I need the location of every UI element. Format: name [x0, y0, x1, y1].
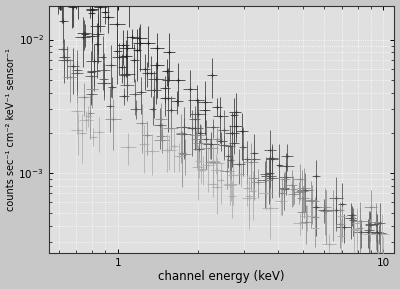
X-axis label: channel energy (keV): channel energy (keV)	[158, 271, 285, 284]
Y-axis label: counts sec⁻¹ cm⁻² keV⁻¹ sensor⁻¹: counts sec⁻¹ cm⁻² keV⁻¹ sensor⁻¹	[6, 48, 16, 211]
